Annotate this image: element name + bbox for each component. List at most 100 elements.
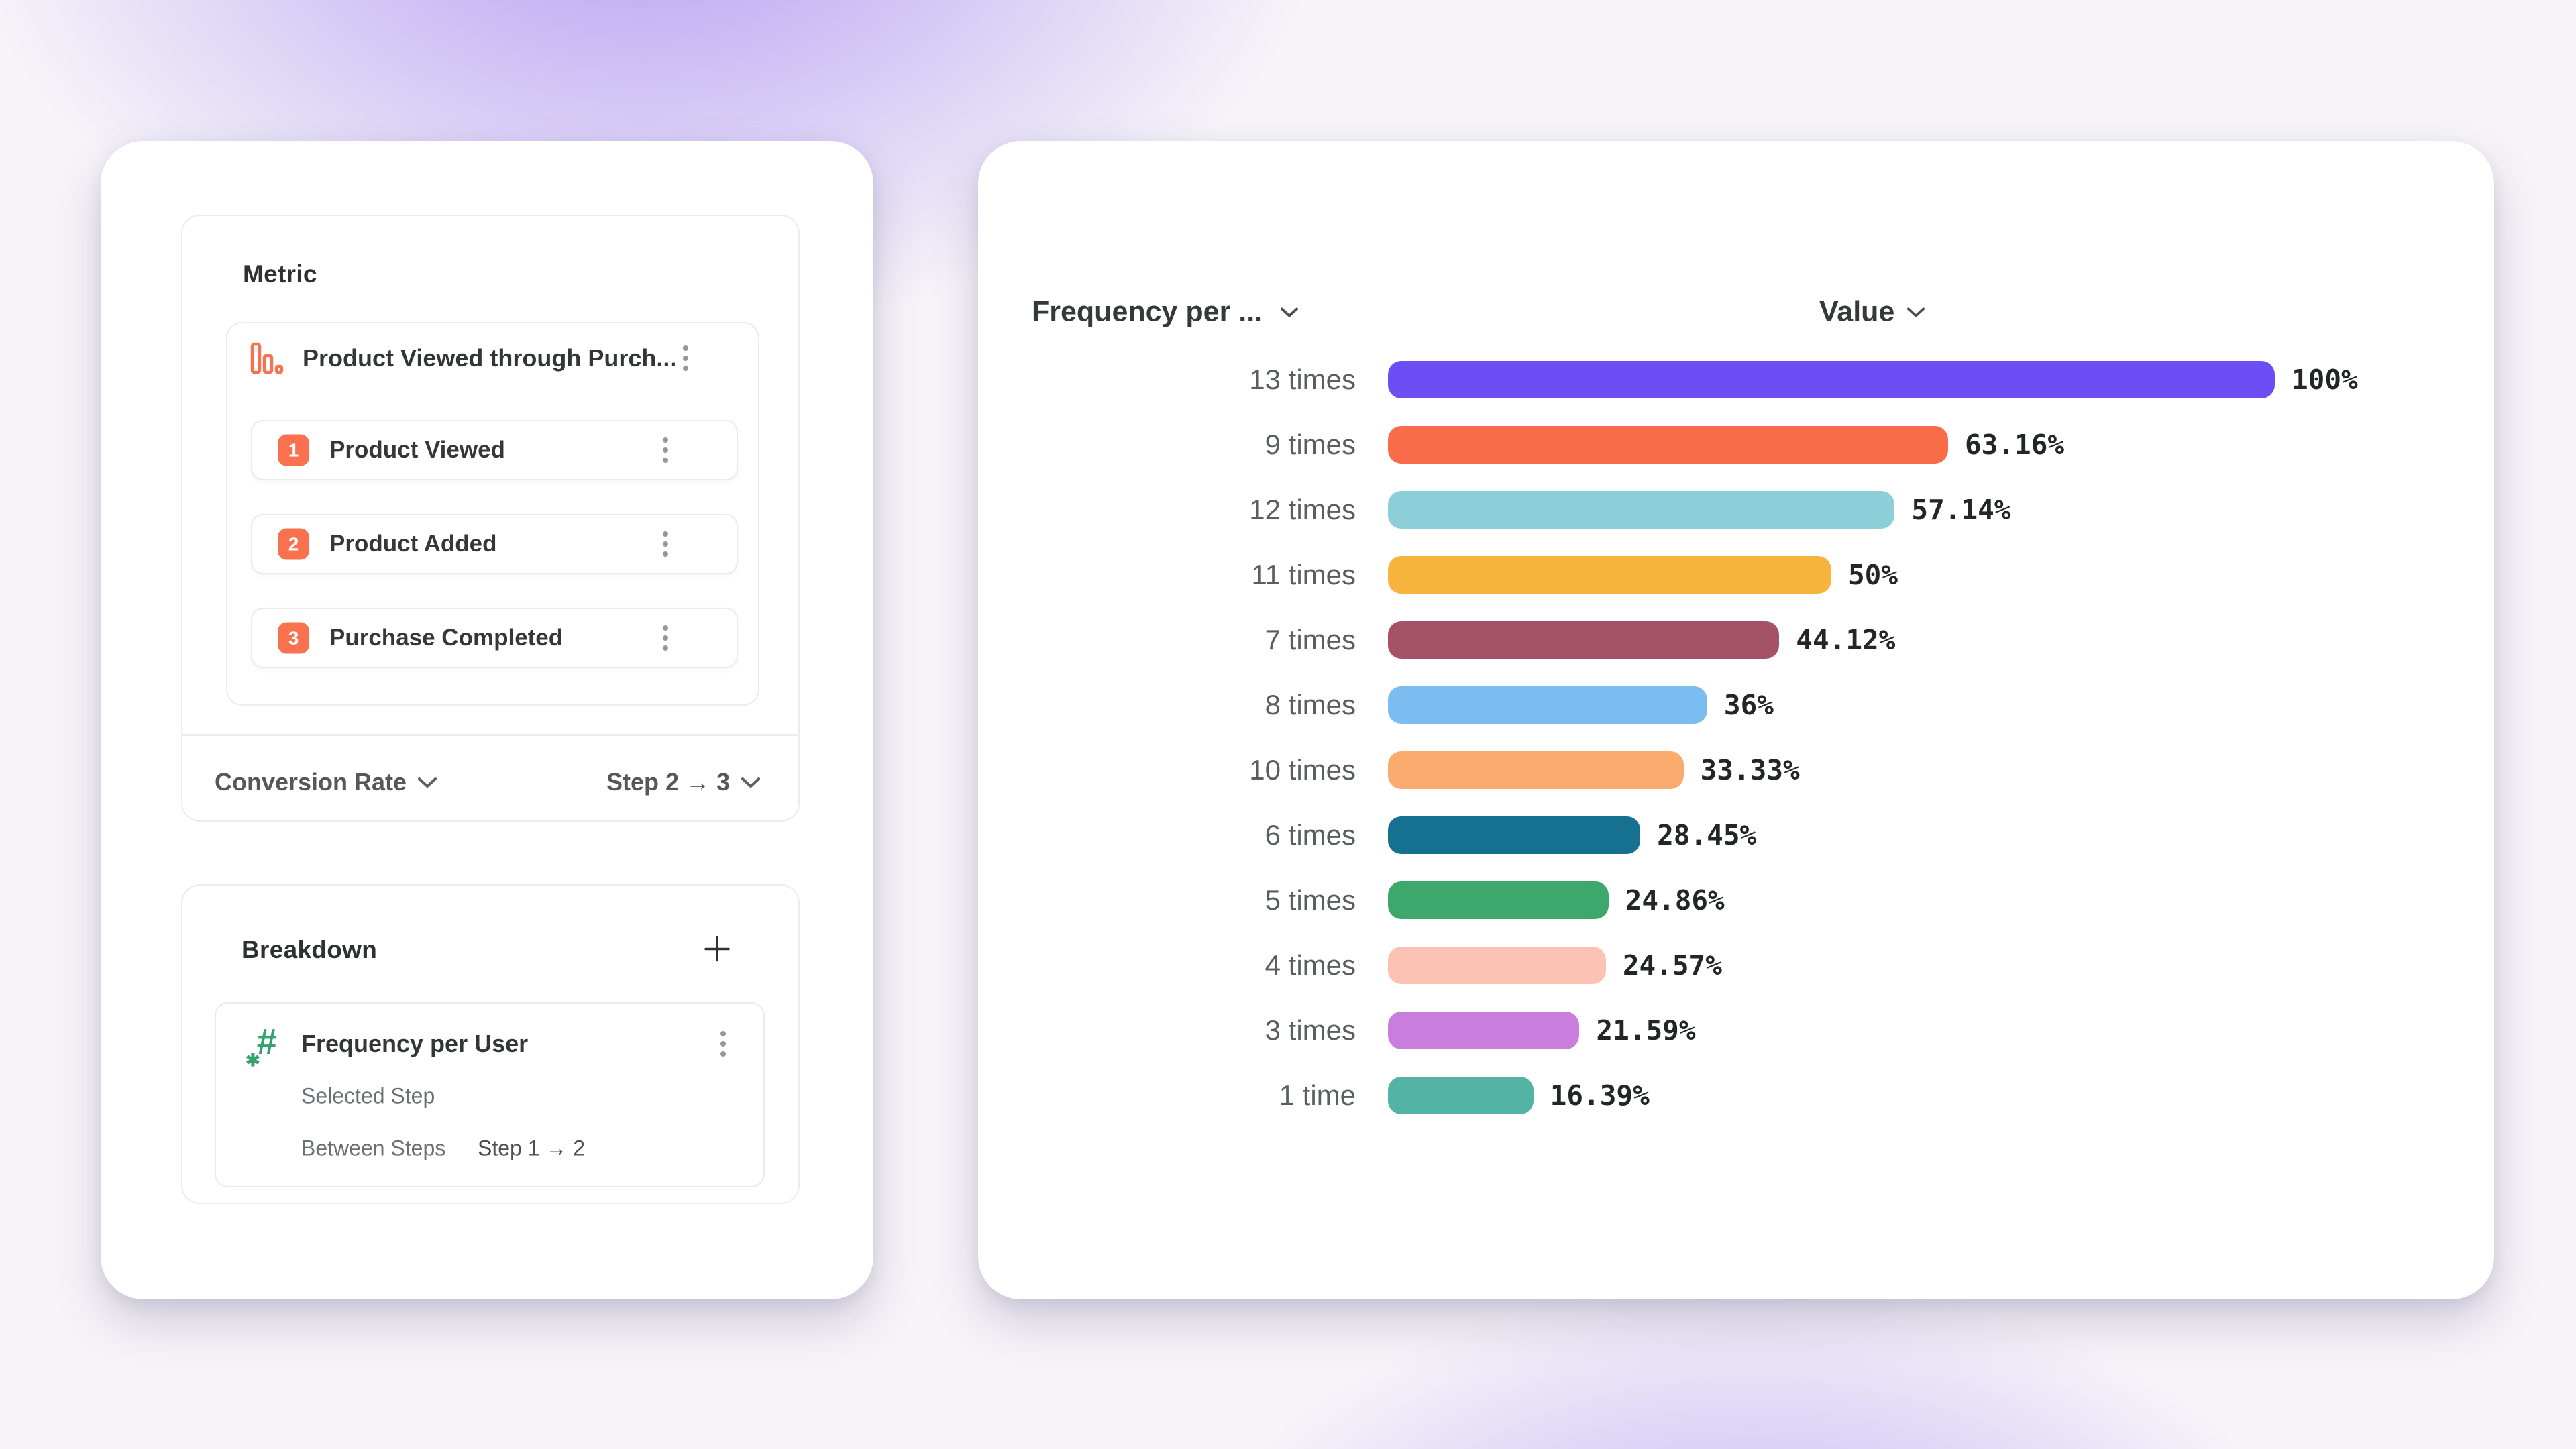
kebab-menu-icon[interactable]: [679, 341, 692, 375]
value-column-header-dropdown[interactable]: Value: [1819, 296, 1925, 329]
bar-category-label: 12 times: [1249, 493, 1356, 525]
bar-value-label: 57.14%: [1911, 493, 2011, 526]
bar-track: 21.59%: [1388, 1011, 1696, 1049]
step-label: Purchase Completed: [329, 625, 564, 651]
bar-track: 24.86%: [1388, 881, 1725, 919]
query-builder-panel: Metric Product Viewed through Purch... 1…: [101, 141, 873, 1299]
metric-card: Metric Product Viewed through Purch... 1…: [181, 215, 800, 822]
bar-track: 36%: [1388, 686, 1774, 724]
bar-value-label: 21.59%: [1596, 1014, 1696, 1046]
selected-step-label: Selected Step: [301, 1083, 435, 1108]
bar-category-label: 7 times: [1265, 623, 1356, 655]
chart-header: Frequency per ... Value: [978, 141, 2494, 349]
funnel-name[interactable]: Product Viewed through Purch...: [303, 344, 677, 372]
funnel-step-2[interactable]: 2 Product Added: [251, 514, 738, 574]
metric-footer: Conversion Rate Step 2 → 3: [182, 750, 798, 814]
bar-category-label: 13 times: [1249, 363, 1356, 395]
chart-row: 4 times 24.57%: [978, 932, 2494, 998]
chart-row: 10 times 33.33%: [978, 737, 2494, 802]
kebab-menu-icon[interactable]: [659, 433, 672, 467]
bar-value-label: 36%: [1723, 688, 1774, 721]
bar-track: 50%: [1388, 555, 1898, 594]
bar-track: 16.39%: [1388, 1076, 1650, 1114]
breakdown-card: Breakdown # ✱ Frequency per User Selecte…: [181, 884, 800, 1204]
between-steps-value[interactable]: Step 1 → 2: [478, 1136, 586, 1161]
bar-category-label: 10 times: [1249, 753, 1356, 786]
breakdown-section-title: Breakdown: [241, 936, 378, 963]
chart-row: 1 time 16.39%: [978, 1063, 2494, 1128]
bar-track: 44.12%: [1388, 621, 1895, 659]
bar-value-label: 100%: [2292, 363, 2358, 396]
bar-track: 33.33%: [1388, 751, 1800, 789]
bar[interactable]: [1388, 751, 1684, 789]
kebab-menu-icon[interactable]: [659, 527, 672, 561]
bar-value-label: 24.57%: [1622, 949, 1722, 981]
funnel-step-1[interactable]: 1 Product Viewed: [251, 420, 738, 480]
bar-category-label: 9 times: [1265, 428, 1356, 460]
bar[interactable]: [1388, 946, 1606, 984]
chart-row: 13 times 100%: [978, 347, 2494, 412]
bar-category-label: 4 times: [1265, 949, 1356, 981]
numeric-property-icon: # ✱: [246, 1022, 277, 1070]
bar[interactable]: [1388, 816, 1641, 854]
bar[interactable]: [1388, 555, 1831, 594]
funnel-step-3[interactable]: 3 Purchase Completed: [251, 608, 738, 668]
between-steps-label: Between Steps: [301, 1136, 446, 1161]
bar-category-label: 1 time: [1279, 1079, 1356, 1111]
funnel-chart-icon: [250, 342, 284, 374]
chart-row: 5 times 24.86%: [978, 867, 2494, 932]
bar-value-label: 50%: [1848, 558, 1898, 591]
step-range-dropdown[interactable]: Step 2 → 3: [606, 768, 761, 796]
chart-row: 6 times 28.45%: [978, 802, 2494, 867]
chevron-down-icon: [418, 777, 437, 788]
bar-value-label: 44.12%: [1796, 623, 1896, 656]
bar-track: 57.14%: [1388, 490, 2011, 529]
bar[interactable]: [1388, 621, 1780, 659]
chart-row: 9 times 63.16%: [978, 412, 2494, 477]
bar-category-label: 11 times: [1251, 558, 1356, 590]
bar-chart: 13 times 100% 9 times 63.16% 12 times 57.14% 1…: [978, 347, 2494, 1128]
chart-panel: Frequency per ... Value 13 times 100% 9 ti…: [978, 141, 2494, 1299]
step-label: Product Added: [329, 531, 497, 557]
chart-row: 3 times 21.59%: [978, 998, 2494, 1063]
chevron-down-icon: [741, 777, 760, 788]
bar[interactable]: [1388, 1076, 1534, 1114]
bar[interactable]: [1388, 490, 1895, 529]
conversion-rate-label: Conversion Rate: [215, 768, 407, 796]
bar-category-label: 6 times: [1265, 818, 1356, 851]
kebab-menu-icon[interactable]: [659, 621, 672, 655]
bar-track: 63.16%: [1388, 425, 2065, 464]
bar-value-label: 28.45%: [1657, 818, 1757, 851]
bar[interactable]: [1388, 1011, 1580, 1049]
chevron-down-icon: [1907, 307, 1925, 317]
funnel-header-row: Product Viewed through Purch...: [227, 323, 758, 393]
bar[interactable]: [1388, 425, 1948, 464]
metric-section-title: Metric: [243, 260, 317, 288]
breakdown-column-header-dropdown[interactable]: Frequency per ...: [1032, 296, 1299, 329]
bar-category-label: 8 times: [1265, 688, 1356, 720]
step-number-badge: 1: [278, 434, 309, 466]
step-number-badge: 3: [278, 622, 309, 654]
bar-track: 100%: [1388, 360, 2358, 398]
bar[interactable]: [1388, 360, 2275, 398]
add-breakdown-button[interactable]: [703, 935, 731, 967]
bar-track: 28.45%: [1388, 816, 1756, 854]
kebab-menu-icon[interactable]: [716, 1027, 730, 1061]
chart-row: 11 times 50%: [978, 542, 2494, 607]
breakdown-column-header: Frequency per ...: [1032, 295, 1263, 328]
step-range-label: Step 2 → 3: [606, 768, 730, 796]
bar[interactable]: [1388, 881, 1609, 919]
divider: [182, 734, 798, 736]
breakdown-property-name[interactable]: Frequency per User: [301, 1030, 529, 1057]
chevron-down-icon: [1281, 307, 1299, 317]
bar[interactable]: [1388, 686, 1707, 724]
conversion-rate-dropdown[interactable]: Conversion Rate: [215, 768, 437, 796]
bar-value-label: 24.86%: [1625, 883, 1725, 916]
funnel-definition-card: Product Viewed through Purch... 1 Produc…: [226, 322, 759, 706]
bar-track: 24.57%: [1388, 946, 1722, 984]
chart-row: 12 times 57.14%: [978, 477, 2494, 542]
bar-value-label: 33.33%: [1700, 753, 1800, 786]
plus-icon: [704, 936, 730, 962]
bar-value-label: 63.16%: [1964, 428, 2065, 461]
value-column-header: Value: [1819, 295, 1895, 328]
